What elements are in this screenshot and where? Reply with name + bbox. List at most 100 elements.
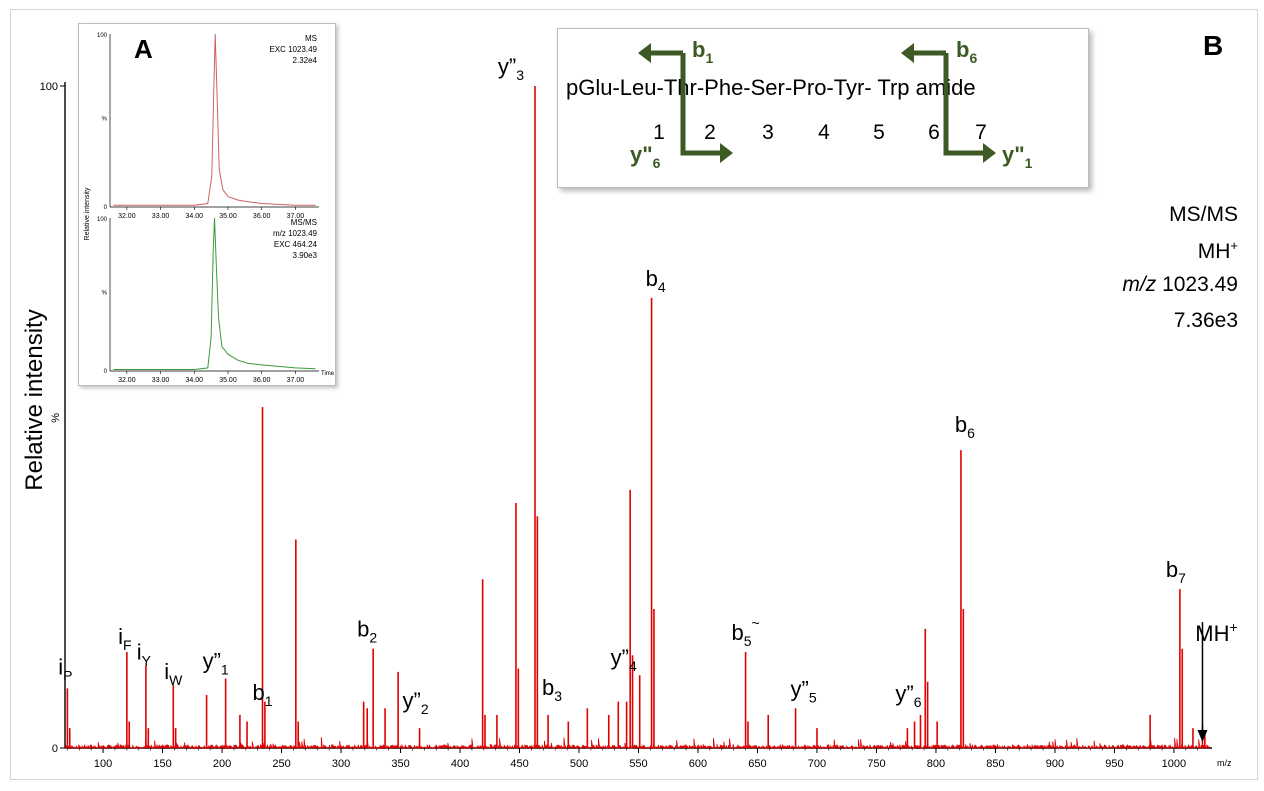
peptide-sequence: pGlu-Leu-Thr-Phe-Ser-Pro-Tyr- Trp amide	[566, 75, 976, 100]
x-tick-label: 500	[570, 758, 588, 770]
peak-label-base: y”	[203, 648, 221, 673]
fragment-label-sub: 1	[705, 50, 713, 66]
x-tick-label: 550	[629, 758, 647, 770]
peak-label-base: y”	[611, 645, 629, 670]
peak-label-sub: 3	[516, 67, 524, 83]
peak-label-base: b	[731, 620, 743, 645]
peak-label-base: b	[357, 617, 369, 642]
fragment-label-sub: 6	[653, 155, 661, 171]
fragment-label-base: b	[692, 37, 705, 62]
arrow-b1-y6-shaft	[680, 53, 723, 156]
chromatogram-info-line: EXC 1023.49	[269, 45, 317, 54]
y-tick-label: 0	[52, 743, 58, 755]
chromatogram-trace	[113, 33, 316, 206]
x-unit-label: m/z	[1217, 758, 1232, 768]
chromatogram-info-line: EXC 464.24	[274, 240, 318, 249]
peak-label-sub: P	[63, 667, 72, 683]
x-tick-label: 300	[332, 758, 350, 770]
peak-label-base: i	[118, 624, 123, 649]
inset-x-tick-label: 37.00	[287, 377, 305, 384]
peak-label: y”6	[895, 681, 921, 710]
peak-label-base: b	[646, 266, 658, 291]
inset-y-zero-label: 0	[104, 369, 108, 375]
x-tick-label: 350	[391, 758, 409, 770]
chromatogram-info-line: m/z 1023.49	[273, 229, 318, 238]
peak-label-sub: 4	[658, 279, 666, 295]
peak-label: y”4	[611, 645, 637, 674]
residue-number: 2	[704, 121, 716, 144]
arrow-y6-head	[720, 143, 733, 163]
peak-label-base: i	[58, 654, 63, 679]
peak-label-sub: 1	[265, 693, 273, 709]
chromatogram-info-line: MS	[305, 34, 317, 43]
spectrum-info-ion: MH+	[1197, 238, 1238, 263]
fragment-label: y"1	[1002, 142, 1033, 171]
x-tick-label: 650	[748, 758, 766, 770]
peak-label-sub: Y	[142, 652, 152, 668]
residue-numbers: 1 2 3 4 5 6 7	[653, 121, 987, 144]
x-tick-label: 1000	[1162, 758, 1186, 770]
peak-label: b1	[252, 680, 272, 709]
residue-number: 3	[762, 121, 774, 144]
inset-x-tick-label: 33.00	[152, 213, 170, 220]
residue-number: 4	[818, 121, 830, 144]
inset-x-tick-label: 33.00	[152, 377, 170, 384]
peak-label-base: MH	[1195, 621, 1229, 646]
inset-x-tick-label: 32.00	[118, 213, 136, 220]
fragment-label-sub: 1	[1025, 155, 1033, 171]
chromatogram-info-line: MS/MS	[291, 218, 317, 227]
peak-label-sub: W	[169, 672, 183, 688]
chromatogram-info-line: 2.32e4	[293, 56, 318, 65]
peak-label-base: b	[1166, 557, 1178, 582]
peak-label: y”5	[790, 676, 816, 705]
x-tick-label: 400	[451, 758, 469, 770]
peak-label-sub: 4	[629, 658, 637, 674]
peak-label-sub: 2	[421, 701, 429, 717]
residue-number: 7	[975, 121, 987, 144]
fragment-label-base: y"	[630, 142, 653, 167]
peak-label-sup: ~	[752, 615, 760, 631]
peak-label-sub: 7	[1178, 570, 1186, 586]
x-tick-label: 200	[213, 758, 231, 770]
peak-label: b5~	[731, 615, 759, 649]
panel-a-label: A	[134, 34, 153, 64]
peak-label-sub: 3	[554, 688, 562, 704]
inset-x-tick-label: 34.00	[186, 213, 204, 220]
chromatogram-panel: 32.00 33.00 34.00 35.00 36.00 37.00 100% 0 MS EXC…	[97, 33, 319, 220]
y-tick-label: 100	[40, 81, 58, 93]
inset-x-tick-label: 34.00	[186, 377, 204, 384]
spectrum-info-intensity: 7.36e3	[1173, 309, 1238, 332]
x-tick-label: 950	[1105, 758, 1123, 770]
fragment-label: b1	[692, 37, 713, 66]
inset-x-tick-label: 36.00	[253, 377, 271, 384]
chromatograms-svg: 32.00 33.00 34.00 35.00 36.00 37.00 100% 0 MS EXC…	[84, 33, 335, 384]
inset-y-mid-label: %	[102, 117, 108, 123]
peak-label: b4	[646, 266, 666, 295]
x-tick-label: 750	[867, 758, 885, 770]
peak-label: b2	[357, 617, 377, 646]
x-tick-label: 850	[986, 758, 1004, 770]
peak-label-sub: 5	[809, 689, 817, 705]
mh-arrow-head	[1197, 730, 1208, 742]
inset-y-mid-label: %	[102, 291, 108, 297]
inset-x-unit: Time	[321, 371, 335, 377]
peak-label-base: b	[252, 680, 264, 705]
peak-label-base: y”	[895, 681, 913, 706]
peak-label-sub: 2	[369, 630, 377, 646]
arrow-b1-head	[638, 43, 651, 63]
inset-x-tick-label: 36.00	[253, 213, 271, 220]
inset-y-label: Relative intensity	[84, 187, 91, 240]
arrow-b6-y1-shaft	[943, 53, 986, 156]
peak-label-base: b	[955, 412, 967, 437]
peak-label-sub: 6	[967, 425, 975, 441]
x-tick-label: 600	[689, 758, 707, 770]
inset-y-top-label: 100	[97, 217, 108, 223]
sequence-inset: pGlu-Leu-Thr-Phe-Ser-Pro-Tyr- Trp amide …	[557, 28, 1089, 188]
inset-x-tick-label: 37.00	[287, 213, 305, 220]
peak-label-sub: 6	[914, 694, 922, 710]
peak-label-sup: +	[1229, 619, 1237, 635]
peak-label-sub: 5	[744, 633, 752, 649]
